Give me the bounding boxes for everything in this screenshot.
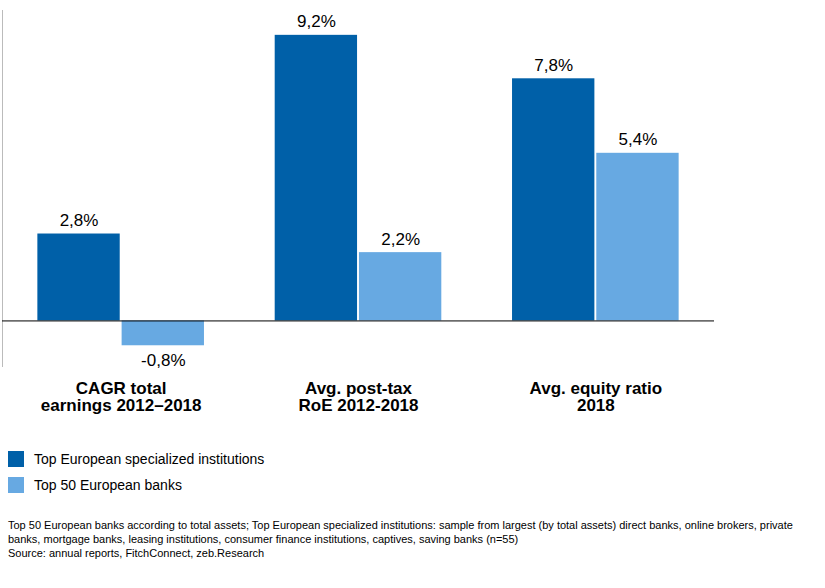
svg-text:Avg. equity ratio2018: Avg. equity ratio2018 xyxy=(530,379,663,415)
svg-text:7,8%: 7,8% xyxy=(534,56,573,75)
svg-text:CAGR totalearnings 2012–2018: CAGR totalearnings 2012–2018 xyxy=(41,379,202,415)
svg-text:2,8%: 2,8% xyxy=(60,211,99,230)
svg-text:-0,8%: -0,8% xyxy=(141,351,185,370)
svg-text:Avg. post-taxRoE 2012-2018: Avg. post-taxRoE 2012-2018 xyxy=(298,379,418,415)
html-text:Top 50 European banks accordin: Top 50 European banks according to total… xyxy=(8,519,793,545)
svg-text:5,4%: 5,4% xyxy=(619,130,658,149)
svg-text:2,2%: 2,2% xyxy=(381,230,420,249)
svg-text:9,2%: 9,2% xyxy=(297,12,336,31)
html-text:Top 50 European banks: Top 50 European banks xyxy=(34,477,182,493)
html-text:Top European specialized insti: Top European specialized institutions xyxy=(34,451,265,467)
html-text:Source: annual reports, FitchC: Source: annual reports, FitchConnect, ze… xyxy=(8,547,265,559)
